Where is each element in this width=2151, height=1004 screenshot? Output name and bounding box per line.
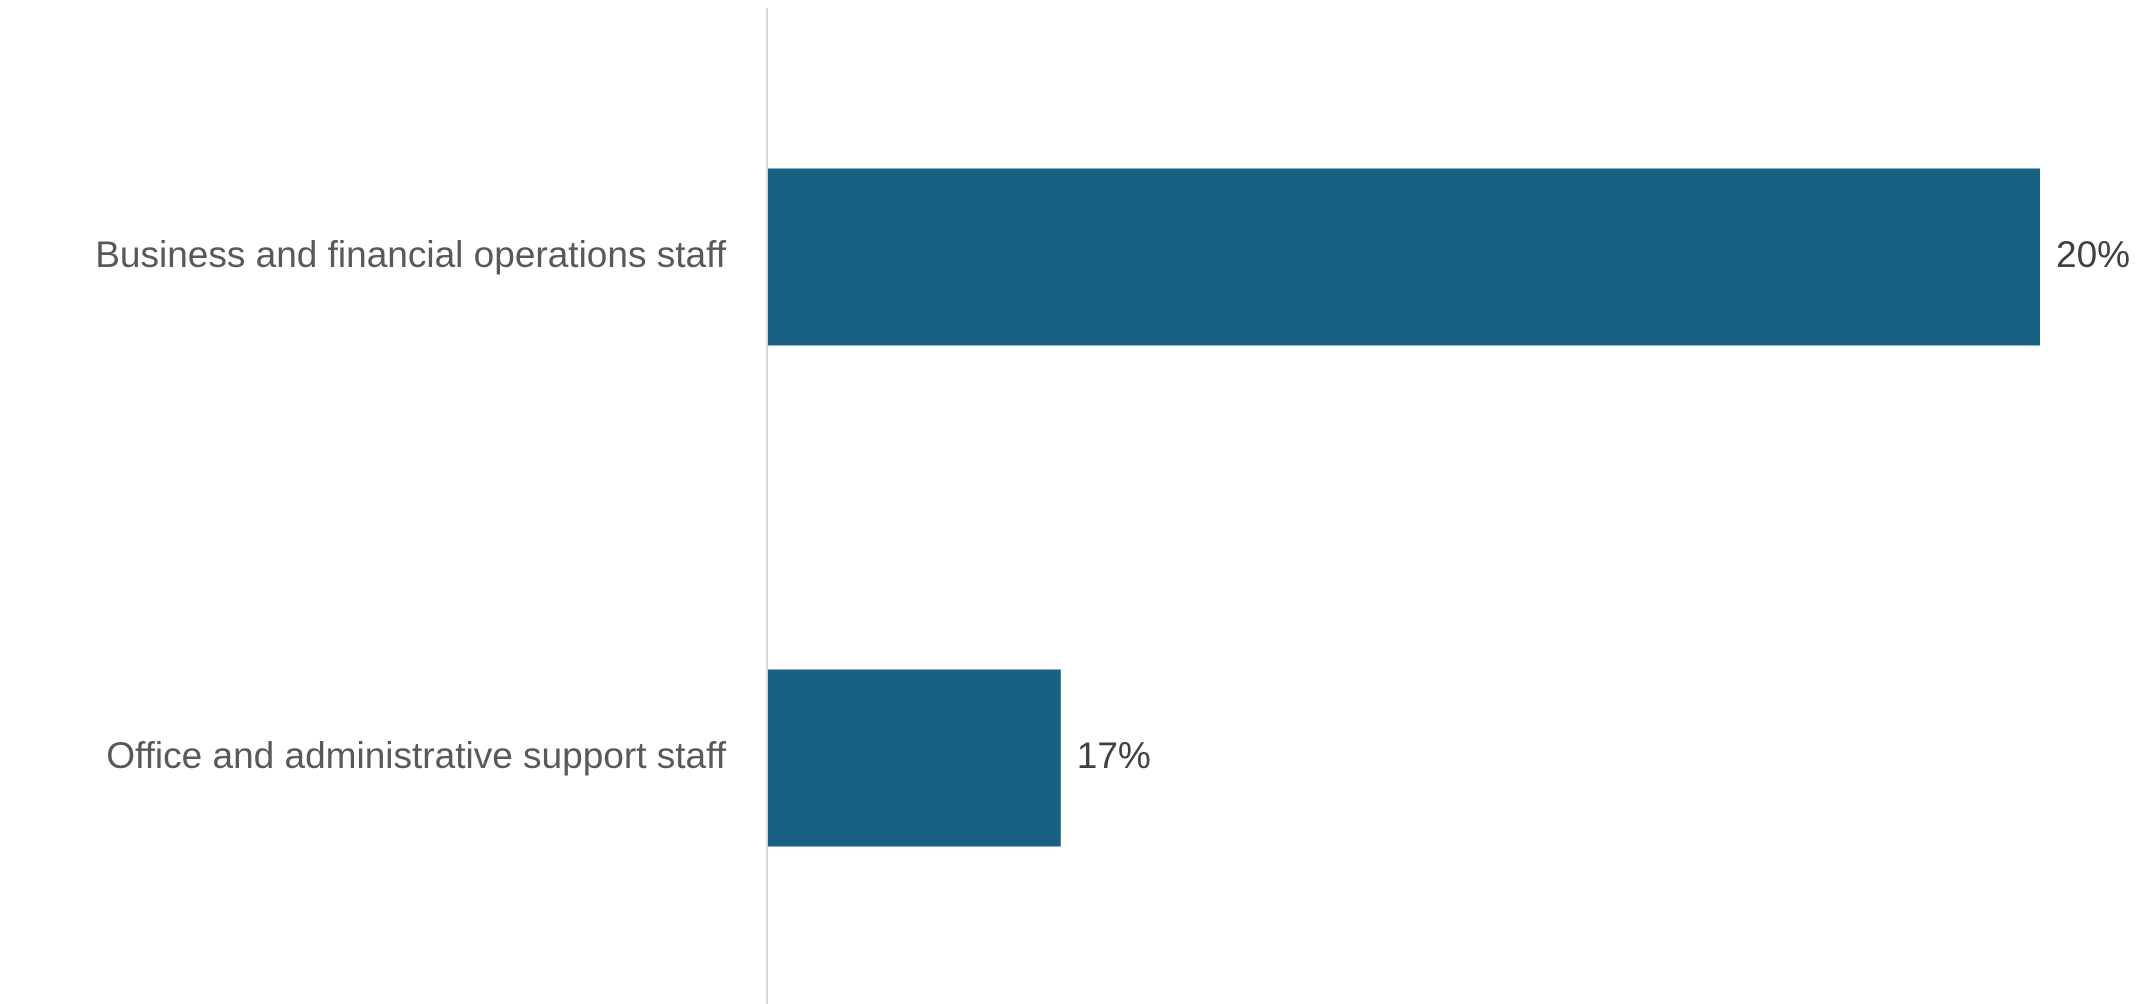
data-label-1: 17%: [1077, 735, 1151, 776]
bar-1: [767, 669, 1061, 847]
labels-layer: Business and financial operations staff 2…: [95, 234, 2130, 776]
category-label-1: Office and administrative support staff: [106, 735, 726, 776]
bars-layer: [767, 168, 2040, 847]
category-label-0: Business and financial operations staff: [95, 234, 726, 275]
bar-0: [767, 168, 2040, 346]
data-label-0: 20%: [2056, 234, 2130, 275]
